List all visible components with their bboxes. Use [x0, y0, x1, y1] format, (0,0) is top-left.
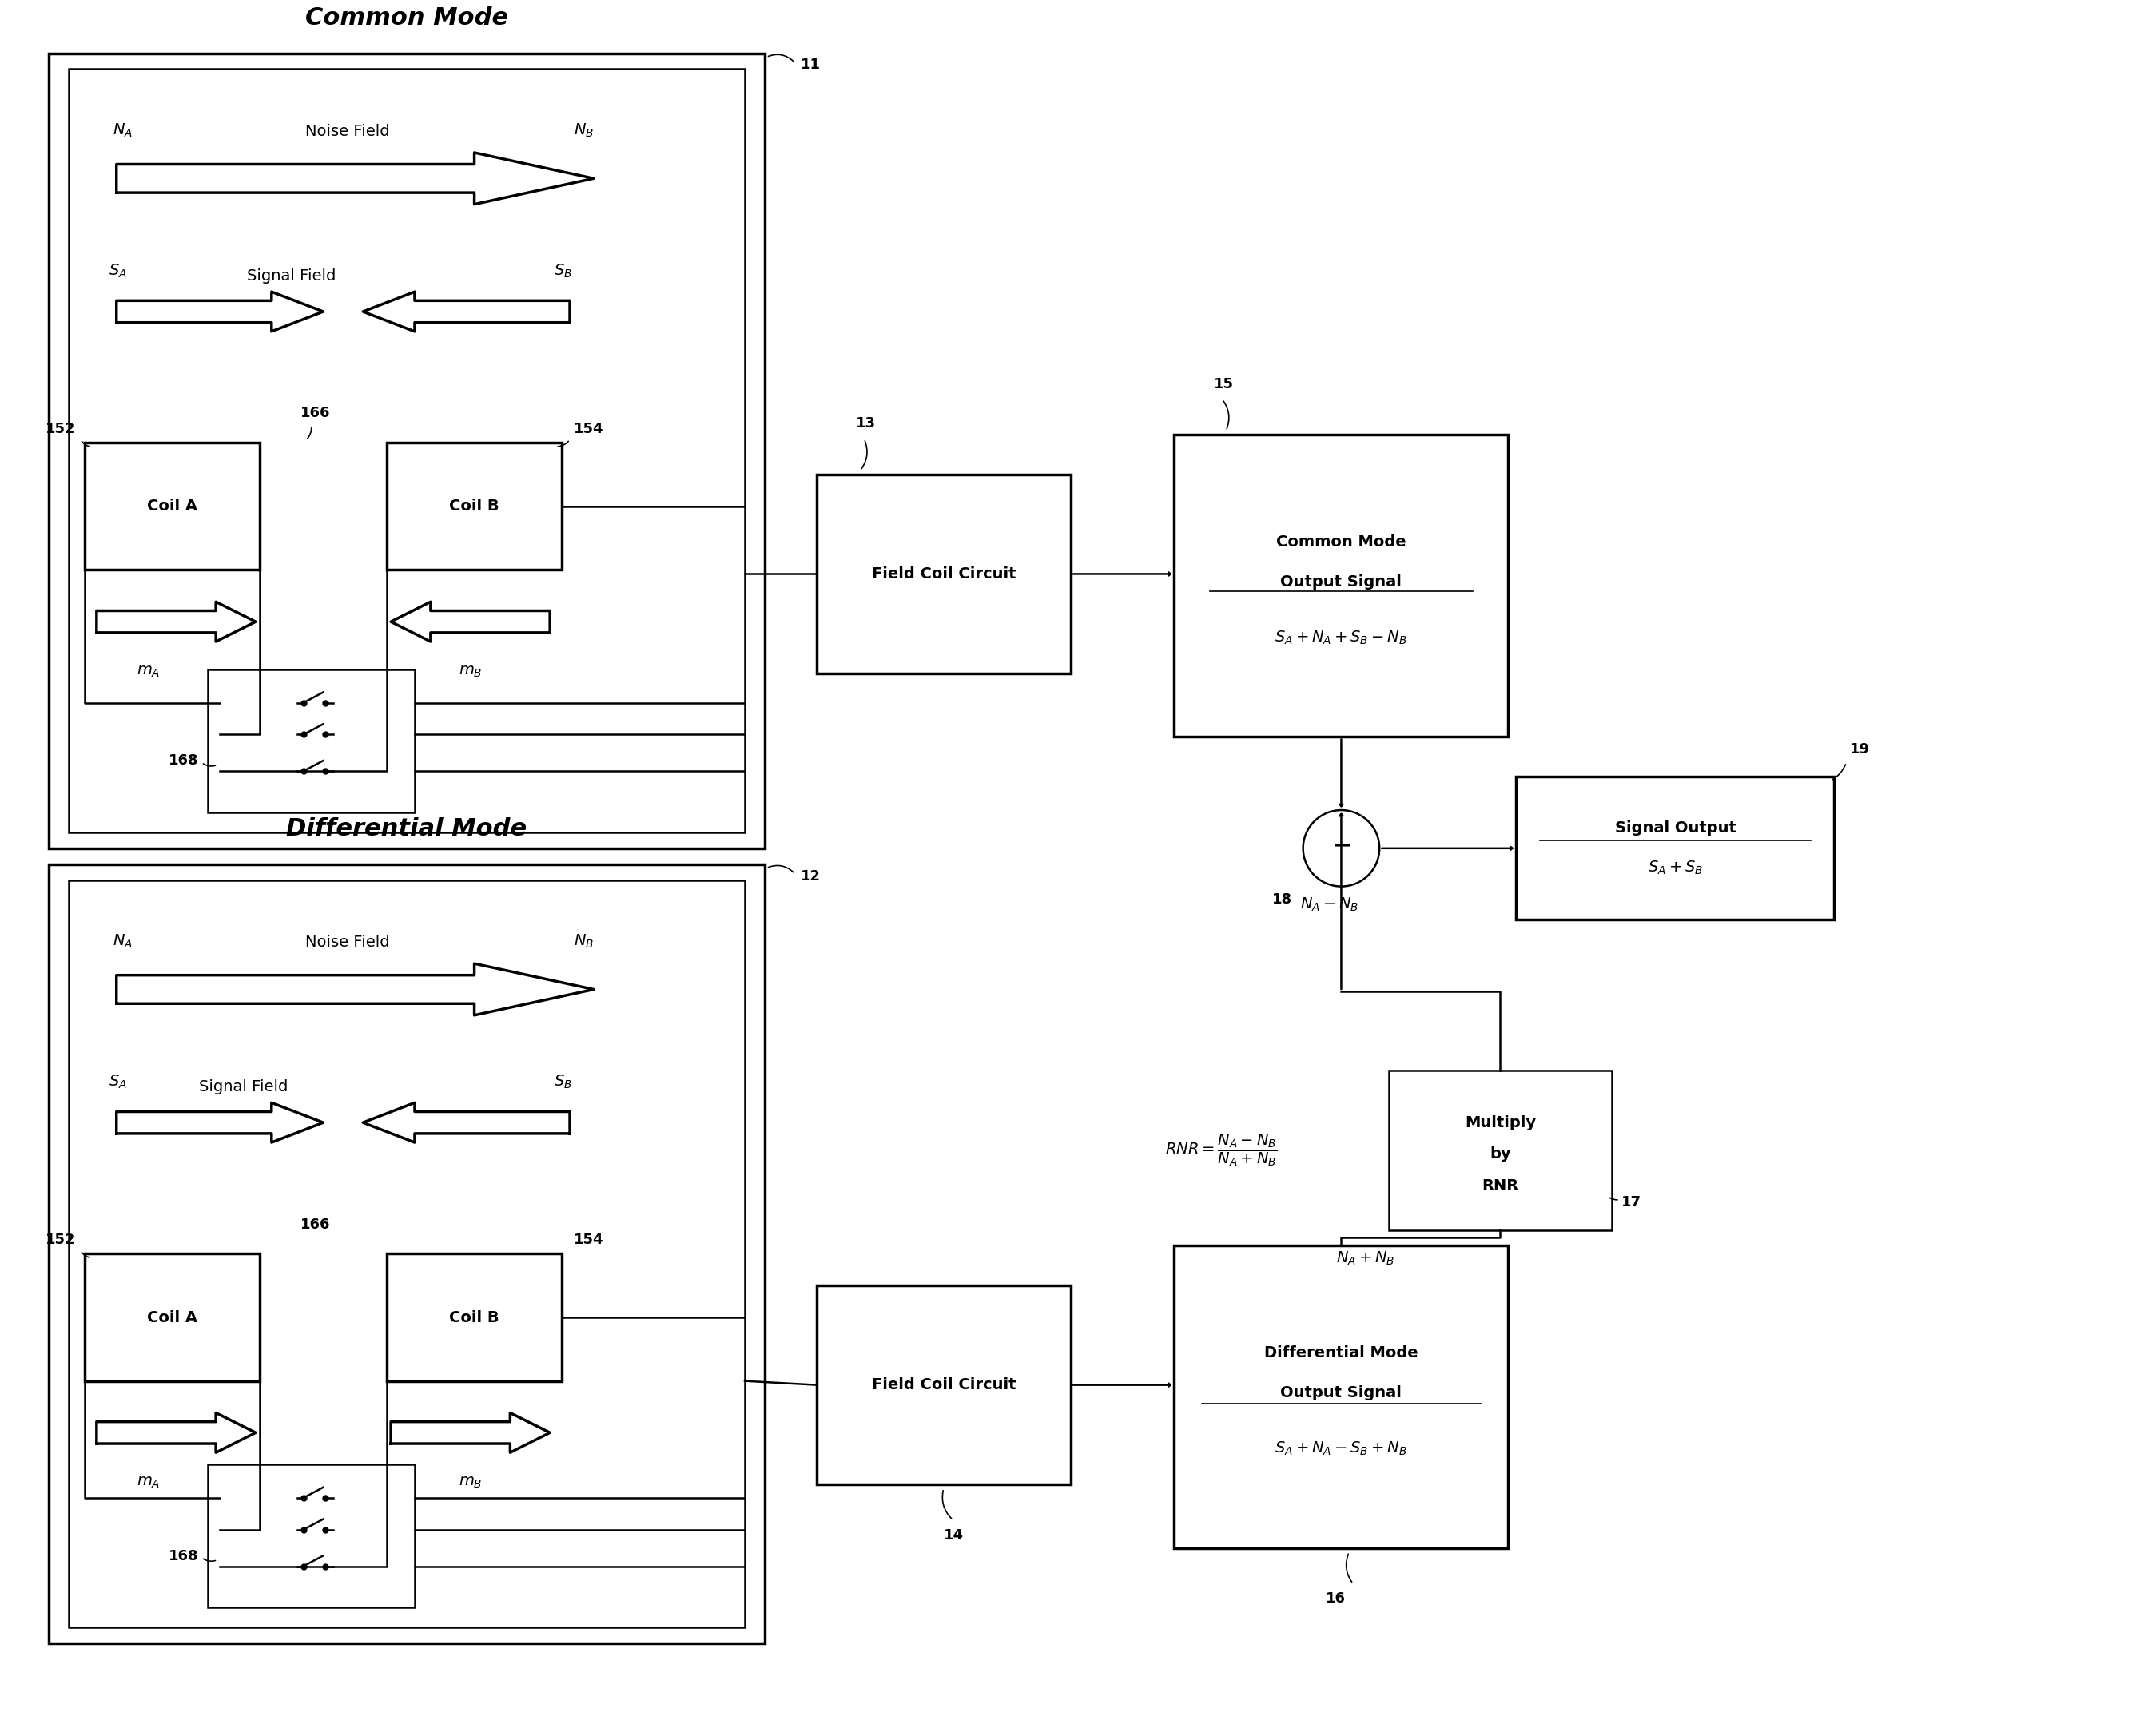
Text: Coil A: Coil A [147, 498, 198, 514]
Text: $N_B$: $N_B$ [573, 122, 593, 140]
Text: $S_A+S_B$: $S_A+S_B$ [1647, 860, 1703, 878]
Bar [69, 69, 744, 833]
Bar [84, 1253, 259, 1381]
Text: Coil B: Coil B [448, 498, 500, 514]
Bar [84, 443, 259, 571]
Bar [1516, 778, 1835, 921]
Text: 17: 17 [1621, 1195, 1641, 1209]
Text: $N_B$: $N_B$ [573, 933, 593, 950]
Text: Common Mode: Common Mode [306, 7, 509, 29]
Bar [817, 1286, 1072, 1484]
Text: $RNR=\dfrac{N_A-N_B}{N_A+N_B}$: $RNR=\dfrac{N_A-N_B}{N_A+N_B}$ [1166, 1133, 1279, 1169]
Text: 152: 152 [45, 422, 75, 436]
Text: 12: 12 [800, 869, 821, 883]
Bar [386, 1253, 563, 1381]
Text: 168: 168 [168, 753, 198, 767]
Bar [207, 669, 414, 812]
Text: $m_A$: $m_A$ [136, 664, 160, 679]
Text: 154: 154 [573, 1233, 604, 1248]
Text: Output Signal: Output Signal [1281, 1386, 1401, 1400]
Text: $S_A+N_A-S_B+N_B$: $S_A+N_A-S_B+N_B$ [1274, 1440, 1408, 1457]
Text: $N_A$: $N_A$ [112, 933, 132, 950]
Bar [1175, 434, 1509, 736]
Text: $m_B$: $m_B$ [459, 664, 483, 679]
Text: $S_A+N_A+S_B-N_B$: $S_A+N_A+S_B-N_B$ [1274, 629, 1408, 646]
Text: $S_A$: $S_A$ [108, 262, 127, 279]
Text: $S_B$: $S_B$ [554, 1074, 571, 1091]
Text: 19: 19 [1850, 743, 1869, 757]
Text: 152: 152 [45, 1233, 75, 1248]
Text: 168: 168 [168, 1548, 198, 1564]
Text: 15: 15 [1214, 378, 1233, 391]
Text: 166: 166 [300, 407, 330, 421]
Text: Multiply: Multiply [1464, 1115, 1535, 1131]
Text: Signal Output: Signal Output [1615, 821, 1736, 836]
Text: by: by [1490, 1146, 1511, 1162]
Text: $m_B$: $m_B$ [459, 1474, 483, 1490]
Text: Noise Field: Noise Field [304, 934, 390, 950]
Text: RNR: RNR [1481, 1179, 1518, 1193]
Bar [817, 474, 1072, 674]
Bar [50, 864, 765, 1643]
Bar [386, 443, 563, 571]
Text: $N_A+N_B$: $N_A+N_B$ [1337, 1250, 1395, 1267]
Bar [69, 879, 744, 1627]
Text: 166: 166 [300, 1217, 330, 1231]
Text: 18: 18 [1272, 891, 1291, 907]
Bar [207, 1464, 414, 1607]
Text: 154: 154 [573, 422, 604, 436]
Text: 11: 11 [800, 59, 821, 72]
Text: Noise Field: Noise Field [304, 124, 390, 140]
Text: Coil A: Coil A [147, 1310, 198, 1326]
Text: Field Coil Circuit: Field Coil Circuit [871, 1377, 1015, 1393]
Text: Signal Field: Signal Field [248, 269, 336, 284]
Text: Coil B: Coil B [448, 1310, 500, 1326]
Text: 14: 14 [944, 1527, 964, 1543]
Text: $N_A-N_B$: $N_A-N_B$ [1300, 896, 1358, 914]
Text: $m_A$: $m_A$ [136, 1474, 160, 1490]
Bar [1388, 1071, 1613, 1229]
Text: Differential Mode: Differential Mode [287, 817, 526, 840]
Text: Output Signal: Output Signal [1281, 574, 1401, 590]
Bar [1175, 1246, 1509, 1548]
Text: $S_A$: $S_A$ [108, 1074, 127, 1091]
Bar [50, 53, 765, 848]
Text: 13: 13 [856, 417, 875, 431]
Text: Differential Mode: Differential Mode [1263, 1345, 1419, 1360]
Text: Common Mode: Common Mode [1276, 534, 1406, 550]
Text: $-$: $-$ [1332, 833, 1352, 857]
Text: 16: 16 [1326, 1591, 1345, 1607]
Text: Field Coil Circuit: Field Coil Circuit [871, 567, 1015, 581]
Text: $S_B$: $S_B$ [554, 262, 571, 279]
Text: $N_A$: $N_A$ [112, 122, 132, 140]
Text: Signal Field: Signal Field [198, 1079, 289, 1095]
